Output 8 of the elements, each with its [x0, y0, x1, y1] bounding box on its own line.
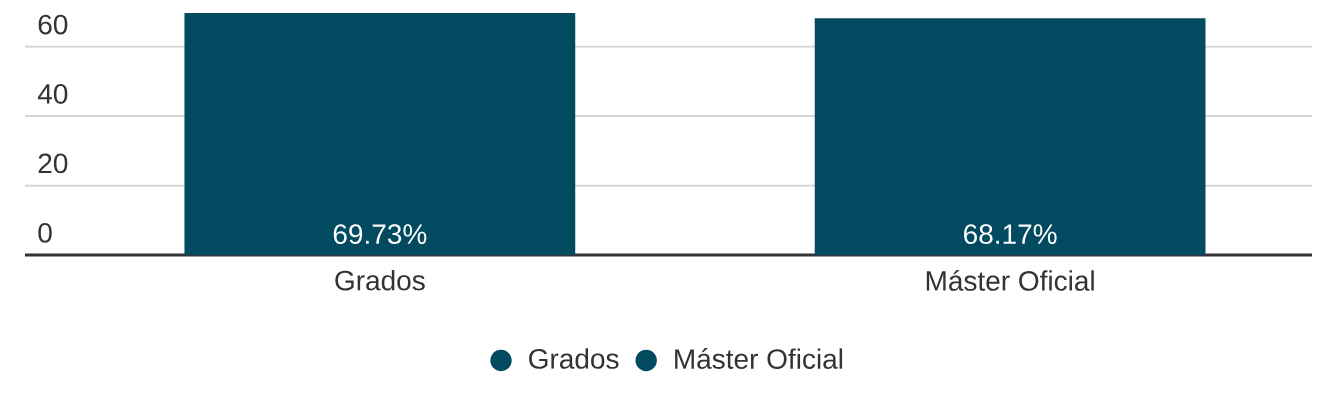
y-tick-label: 0 [38, 222, 52, 243]
y-tick-label: 40 [37, 84, 68, 104]
data-label: 69.73% [333, 224, 427, 245]
data-label: 68.17% [964, 224, 1057, 245]
legend-label: Máster Oficial [675, 348, 843, 369]
y-tick-label: 60 [38, 14, 68, 35]
legend-label: Grados [529, 348, 619, 369]
y-tick-label: 20 [38, 153, 68, 174]
